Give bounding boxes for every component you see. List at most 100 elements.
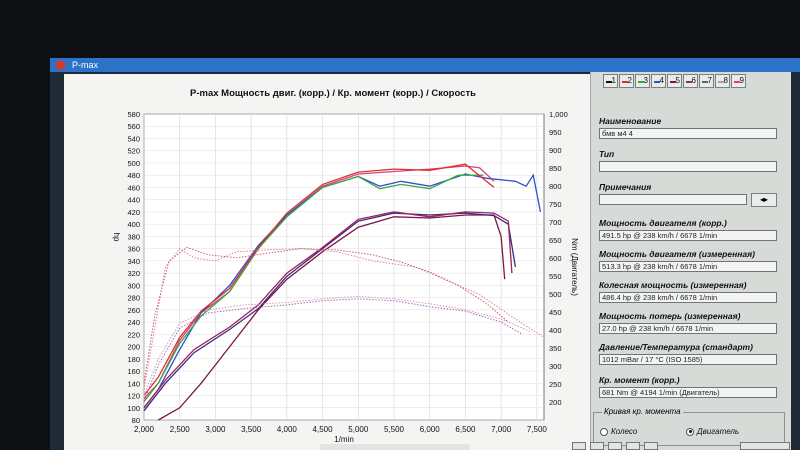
bottom-button-2[interactable]: [590, 442, 604, 450]
y-right-tick-label: 850: [549, 164, 562, 173]
run-tab-label: 9: [739, 76, 744, 85]
x-tick-label: 2,000: [134, 425, 155, 434]
run-color-swatch: [670, 81, 676, 83]
power-corr-label: Мощность двигателя (корр.): [599, 218, 727, 228]
bottom-button-3[interactable]: [608, 442, 622, 450]
bottom-buttons: [572, 442, 658, 450]
y-left-tick-label: 500: [127, 159, 140, 168]
y-left-tick-label: 440: [127, 196, 140, 205]
y-right-tick-label: 300: [549, 362, 562, 371]
x-tick-label: 6,500: [455, 425, 476, 434]
x-axis-label: 1/min: [334, 435, 354, 444]
run-tab-label: 7: [707, 76, 712, 85]
y-left-tick-label: 460: [127, 183, 140, 192]
y-right-tick-label: 700: [549, 218, 562, 227]
run-color-swatch: [734, 81, 740, 83]
run-tab-label: 5: [675, 76, 680, 85]
run-tab-6[interactable]: 6: [683, 74, 698, 88]
radio-engine-dot[interactable]: [686, 427, 694, 436]
run-tab-9[interactable]: 9: [731, 74, 746, 88]
run-color-swatch: [718, 81, 724, 83]
y-left-tick-label: 260: [127, 306, 140, 315]
x-tick-label: 2,500: [170, 425, 191, 434]
run-color-swatch: [654, 81, 660, 83]
x-tick-label: 6,000: [420, 425, 441, 434]
y-right-tick-label: 900: [549, 146, 562, 155]
radio-engine[interactable]: Двигатель: [686, 427, 739, 436]
x-tick-label: 5,500: [384, 425, 405, 434]
y-left-tick-label: 380: [127, 232, 140, 241]
x-tick-label: 4,500: [313, 425, 334, 434]
y-left-tick-label: 280: [127, 294, 140, 303]
pressure-label: Давление/Температура (стандарт): [599, 342, 753, 352]
series-line-6: [143, 212, 517, 412]
bottom-action-button[interactable]: [740, 442, 790, 450]
y-right-tick-label: 400: [549, 326, 562, 335]
y-left-tick-label: 580: [127, 110, 140, 119]
chart-title: P-max Мощность двиг. (корр.) / Кр. момен…: [190, 88, 476, 99]
y-right-tick-label: 250: [549, 380, 562, 389]
torque-label: Кр. момент (корр.): [599, 375, 680, 385]
run-tab-7[interactable]: 7: [699, 74, 714, 88]
y-right-tick-label: 550: [549, 272, 562, 281]
wheel-power-label: Колесная мощность (измеренная): [599, 280, 747, 290]
notes-expand-button[interactable]: ◂▸: [751, 193, 777, 207]
power-torque-chart: 2,000 2,500 3,000 3,500 4,000 4,500 5,000 5,500…: [112, 110, 579, 444]
notes-label: Примечания: [599, 182, 652, 192]
radio-wheel-dot[interactable]: [600, 427, 608, 436]
run-tab-3[interactable]: 3: [635, 74, 650, 88]
name-label: Наименование: [599, 116, 662, 126]
y-left-tick-label: 560: [127, 122, 140, 131]
run-tab-5[interactable]: 5: [667, 74, 682, 88]
y-left-tick-label: 300: [127, 281, 140, 290]
y-left-tick-label: 340: [127, 257, 140, 266]
run-tab-label: 6: [691, 76, 696, 85]
y-left-tick-label: 180: [127, 355, 140, 364]
run-tab-label: 4: [659, 76, 664, 85]
run-tab-1[interactable]: 1: [603, 74, 618, 88]
loss-power-label: Мощность потерь (измеренная): [599, 311, 741, 321]
series-line-7: [143, 211, 513, 409]
y-left-tick-label: 200: [127, 343, 140, 352]
y-left-tick-label: 140: [127, 379, 140, 388]
radio-wheel[interactable]: Колесо: [600, 427, 637, 436]
series-line-10: [143, 298, 523, 402]
run-tab-label: 2: [627, 76, 632, 85]
name-field[interactable]: бмв м4 4: [599, 128, 777, 139]
y-left-tick-label: 220: [127, 330, 140, 339]
y-left-tick-label: 360: [127, 245, 140, 254]
type-field[interactable]: [599, 161, 777, 172]
y-left-tick-label: 540: [127, 134, 140, 143]
y-left-tick-label: 420: [127, 208, 140, 217]
chart-panel: P-max Мощность двиг. (корр.) / Кр. момен…: [64, 74, 602, 450]
window-titlebar: P-max: [50, 58, 800, 72]
run-tab-8[interactable]: 8: [715, 74, 730, 88]
y-right-tick-label: 500: [549, 290, 562, 299]
run-color-swatch: [686, 81, 692, 83]
power-corr-field: 491.5 hp @ 238 km/h / 6678 1/min: [599, 230, 777, 241]
series-line-3: [143, 174, 484, 403]
y-right-tick-label: 200: [549, 398, 562, 407]
notes-field[interactable]: [599, 194, 747, 205]
y-right-tick-label: 750: [549, 200, 562, 209]
series-line-2: [143, 173, 542, 409]
bottom-button-4[interactable]: [626, 442, 640, 450]
x-tick-label: 4,000: [277, 425, 298, 434]
run-tab-2[interactable]: 2: [619, 74, 634, 88]
y-left-tick-label: 120: [127, 392, 140, 401]
x-tick-label: 5,000: [348, 425, 369, 434]
x-tick-label: 3,500: [241, 425, 262, 434]
x-tick-label: 3,000: [205, 425, 226, 434]
power-meas-field: 513.3 hp @ 238 km/h / 6678 1/min: [599, 261, 777, 272]
bottom-button-1[interactable]: [572, 442, 586, 450]
run-tab-4[interactable]: 4: [651, 74, 666, 88]
y-left-tick-label: 240: [127, 318, 140, 327]
loss-power-field: 27.0 hp @ 238 km/h / 6678 1/min: [599, 323, 777, 334]
run-color-swatch: [606, 81, 612, 83]
y-right-tick-label: 600: [549, 254, 562, 263]
app-icon: [56, 61, 65, 69]
bottom-button-5[interactable]: [644, 442, 658, 450]
y-left-tick-label: 480: [127, 171, 140, 180]
y-right-tick-label: 450: [549, 308, 562, 317]
x-tick-label: 7,000: [491, 425, 512, 434]
